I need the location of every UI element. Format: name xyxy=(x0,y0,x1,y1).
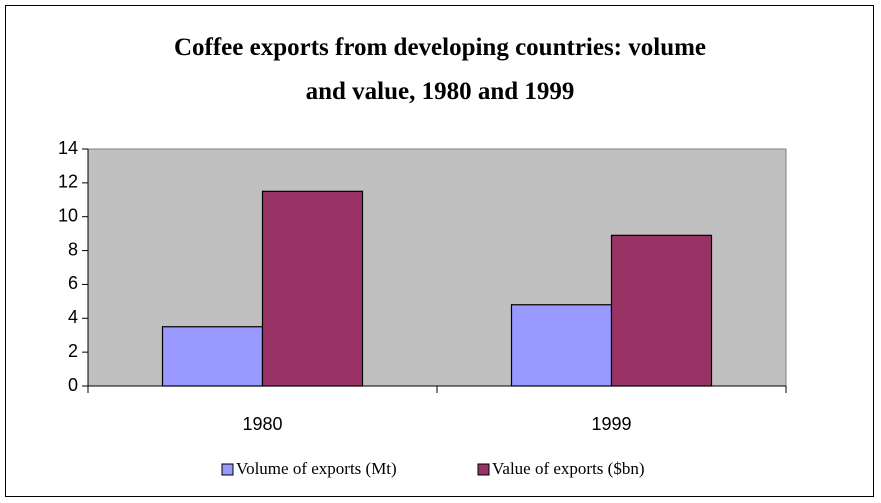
y-tick-label: 4 xyxy=(68,307,78,327)
y-tick-label: 14 xyxy=(58,138,78,158)
y-tick-label: 8 xyxy=(68,239,78,259)
bar xyxy=(510,304,613,387)
x-tick-label: 1980 xyxy=(242,414,282,434)
legend-label: Value of exports ($bn) xyxy=(492,459,645,478)
legend-swatch xyxy=(477,463,490,476)
legend-label: Volume of exports (Mt) xyxy=(236,459,397,478)
bar xyxy=(161,326,264,387)
x-tick-label: 1999 xyxy=(591,414,631,434)
chart-frame xyxy=(5,5,874,497)
y-tick-label: 10 xyxy=(58,205,78,225)
y-tick-label: 2 xyxy=(68,341,78,361)
y-tick-label: 12 xyxy=(58,172,78,192)
chart-title: Coffee exports from developing countries… xyxy=(173,34,707,105)
bar xyxy=(610,234,713,387)
y-tick-label: 6 xyxy=(68,273,78,293)
bar xyxy=(261,190,364,387)
legend-swatch xyxy=(221,463,234,476)
y-tick-label: 0 xyxy=(68,375,78,395)
